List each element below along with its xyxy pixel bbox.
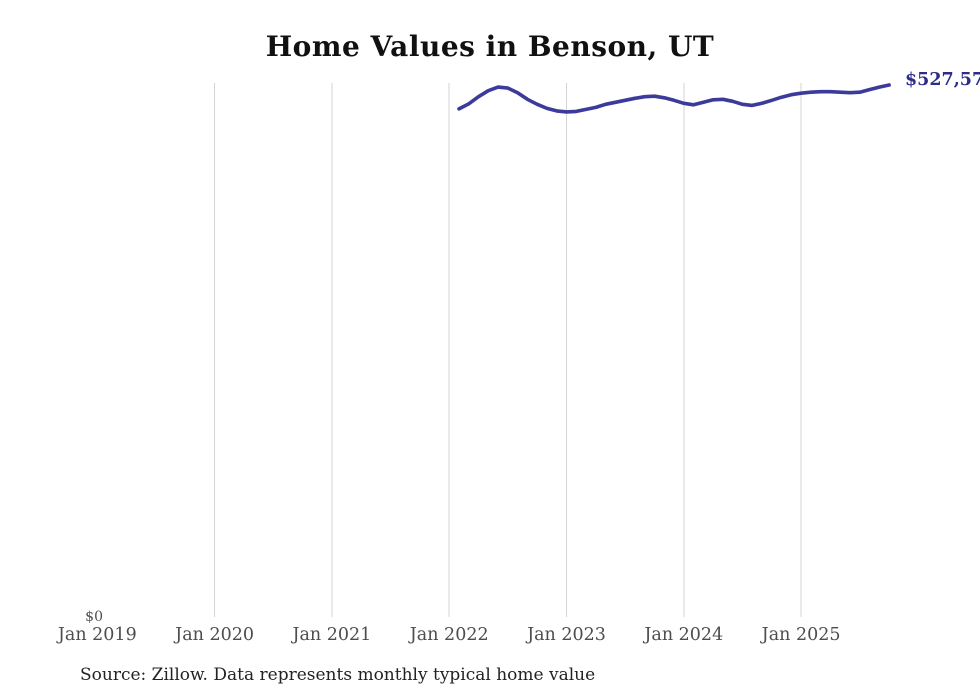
x-tick-label: Jan 2021 <box>292 625 372 645</box>
x-tick-label: Jan 2023 <box>527 625 606 645</box>
x-tick-label: Jan 2025 <box>761 625 841 645</box>
source-note: Source: Zillow. Data represents monthly … <box>80 665 596 685</box>
y-axis-zero-label: $0 <box>85 609 103 625</box>
x-tick-label: Jan 2019 <box>57 625 137 645</box>
x-tick-label: Jan 2022 <box>409 625 489 645</box>
home-value-line <box>457 83 891 114</box>
latest-value-label: $527,574 <box>905 70 980 90</box>
x-tick-label: Jan 2020 <box>175 625 255 645</box>
x-tick-label: Jan 2024 <box>644 625 724 645</box>
chart-title: Home Values in Benson, UT <box>265 30 715 63</box>
